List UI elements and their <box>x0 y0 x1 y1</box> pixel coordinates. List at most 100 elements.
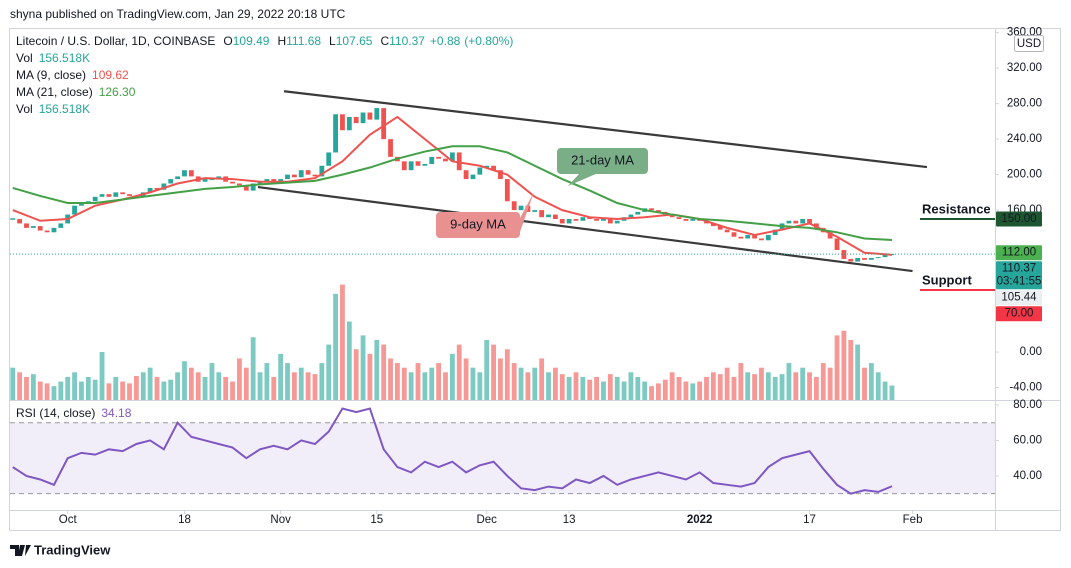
volume-bar <box>24 376 29 400</box>
candle <box>79 203 84 206</box>
volume-bar <box>656 383 661 400</box>
candle <box>724 229 730 233</box>
candle <box>848 258 854 262</box>
y-tick-label: 0.00 <box>1020 346 1042 358</box>
rsi-band <box>10 422 995 494</box>
legend-row: Vol 156.518K <box>16 51 90 65</box>
candle <box>17 218 23 224</box>
volume-bar <box>484 340 490 400</box>
volume-bar <box>271 376 277 400</box>
volume-bar <box>85 376 91 400</box>
volume-bar <box>793 372 799 400</box>
volume-bar <box>552 367 558 400</box>
candle <box>209 179 215 181</box>
candle <box>532 210 538 212</box>
candle <box>470 174 476 180</box>
x-tick-label: Dec <box>476 514 497 526</box>
rsi-value: 34.18 <box>101 406 131 420</box>
publish-info: shyna published on TradingView.com, Jan … <box>10 7 346 21</box>
legend-row: MA (21, close) 126.30 <box>16 85 136 99</box>
volume-bar <box>621 381 627 400</box>
volume-bar <box>628 372 634 400</box>
candle <box>752 234 757 239</box>
volume-bar <box>408 372 414 400</box>
candle <box>388 139 393 157</box>
candle <box>477 167 483 175</box>
price-badge <box>996 306 1042 322</box>
rsi-tick-label: 40.00 <box>1013 470 1042 482</box>
ohlc-key: O <box>223 34 232 48</box>
candle <box>614 220 620 224</box>
volume-bar <box>209 363 215 400</box>
candle <box>807 218 812 224</box>
candle <box>449 152 455 162</box>
volume-bar <box>44 383 50 400</box>
volume-bar <box>827 367 833 400</box>
volume-bar <box>223 376 229 400</box>
candle <box>44 230 50 233</box>
candle <box>106 194 112 197</box>
rsi-line <box>12 407 893 495</box>
volume-bar <box>532 367 538 400</box>
candle <box>408 161 414 171</box>
candle <box>326 152 332 166</box>
volume-bar <box>504 349 510 400</box>
candle <box>237 183 242 186</box>
candle <box>656 210 661 212</box>
volume-bar <box>133 376 139 400</box>
volume-bar <box>525 372 531 400</box>
candle <box>862 258 867 260</box>
volume-bar <box>250 337 256 400</box>
candle <box>875 257 881 259</box>
volume-bar <box>814 376 819 400</box>
candle <box>676 217 682 219</box>
volume-bar <box>614 376 620 400</box>
volume-bar <box>834 335 840 400</box>
volume-bar <box>800 367 806 400</box>
candle <box>855 258 861 262</box>
candle <box>51 227 57 233</box>
volume-bar <box>779 374 785 400</box>
volume-bar <box>92 379 98 400</box>
volume-bar <box>72 372 77 400</box>
volume-bar <box>868 363 874 400</box>
volume-value: 156.518K <box>39 51 90 65</box>
volume-bar <box>264 363 270 400</box>
volume-bar <box>745 372 751 400</box>
volume-bar <box>65 376 71 400</box>
candle <box>649 208 654 211</box>
x-tick-label: Feb <box>903 514 923 526</box>
price-badge-label: 70.00 <box>1005 308 1034 320</box>
ohlc-value: 111.68 <box>286 34 321 48</box>
candle <box>127 194 132 196</box>
volume-bar <box>312 374 318 400</box>
volume-bar <box>422 372 428 400</box>
volume-bar <box>30 374 36 400</box>
candle <box>868 258 874 260</box>
volume-bar <box>820 363 826 400</box>
candle <box>594 218 600 221</box>
x-tick-label: Nov <box>270 514 291 526</box>
volume-bar <box>752 374 757 400</box>
volume-bar <box>175 372 181 400</box>
volume-bar <box>298 367 304 400</box>
volume-bar <box>724 367 730 400</box>
ohlc-key: C <box>380 34 389 48</box>
volume-bar <box>168 379 174 400</box>
volume-bar <box>195 372 201 400</box>
volume-bar <box>862 367 867 400</box>
candle <box>401 161 407 171</box>
volume-bar <box>594 376 600 400</box>
ma-value: 126.30 <box>99 85 136 99</box>
ohlc-value: 107.65 <box>336 34 373 48</box>
candle <box>566 218 572 224</box>
volume-bar <box>10 367 16 400</box>
volume-bar <box>642 381 648 400</box>
volume-bar <box>635 376 641 400</box>
volume-bar <box>291 372 297 400</box>
volume-bar <box>182 361 187 400</box>
candle <box>182 170 187 177</box>
price-badge <box>996 290 1042 306</box>
change-pct: (+0.80%) <box>464 34 513 48</box>
